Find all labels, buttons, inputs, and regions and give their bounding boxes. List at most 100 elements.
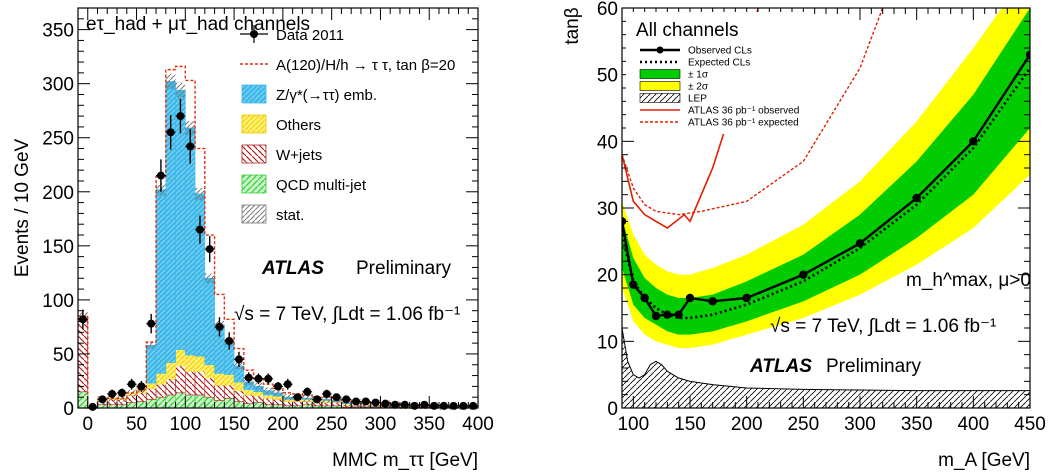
data-point — [332, 393, 341, 402]
y-tick-label: 40 — [597, 132, 618, 153]
data-point — [449, 401, 458, 410]
left-atlas-label: ATLAS — [261, 258, 324, 279]
bar-w-jets — [136, 392, 147, 402]
legend-swatch — [241, 174, 267, 194]
data-point — [88, 402, 97, 411]
data-point — [313, 395, 322, 404]
observed-cls-point — [799, 270, 808, 279]
left-atlas-status: Preliminary — [356, 258, 452, 279]
data-point — [391, 400, 400, 409]
data-point — [303, 387, 312, 396]
data-point — [420, 400, 429, 409]
right-x-axis-label: m_A [GeV] — [938, 450, 1030, 471]
x-tick-label: 400 — [462, 414, 494, 435]
data-point — [322, 389, 331, 398]
observed-cls-point — [742, 293, 751, 303]
bar-w-jets — [214, 384, 225, 401]
bar-others — [155, 373, 167, 385]
right-y-axis-label: tanβ — [562, 7, 583, 44]
legend-label: stat. — [276, 207, 304, 224]
right-scenario-label: m_h^max, μ>0 — [906, 270, 1031, 291]
data-point — [274, 382, 282, 391]
bar-w-jets — [282, 401, 293, 407]
y-tick-label: 0 — [63, 399, 74, 420]
bar-qcd-multi-jet — [77, 391, 89, 409]
y-tick-label: 100 — [42, 291, 74, 312]
bar-others — [224, 374, 235, 386]
legend-swatch — [241, 114, 267, 134]
x-tick-label: 300 — [844, 414, 876, 435]
observed-cls-point — [674, 310, 683, 319]
bar-qcd-multi-jet — [243, 403, 254, 409]
data-point — [244, 373, 253, 382]
legend-label: Z/γ*(→ττ) emb. — [276, 87, 377, 104]
bar-w-jets — [233, 390, 245, 402]
legend-band-swatch — [639, 69, 681, 79]
legend-data-symbol — [250, 30, 258, 38]
data-point — [400, 400, 409, 409]
stat-uncertainty-band — [195, 187, 205, 201]
legend-band-swatch — [639, 81, 681, 91]
bar-others — [214, 373, 225, 386]
stat-uncertainty-band — [185, 121, 196, 135]
y-tick-label: 50 — [53, 345, 74, 366]
legend-label: A(120)/H/h → τ τ, tan β=20 — [276, 57, 455, 74]
right-atlas-status: Preliminary — [826, 356, 922, 377]
data-point — [78, 315, 87, 324]
y-tick-label: 10 — [597, 332, 618, 353]
atlas-36pb-expected-line — [622, 8, 884, 216]
data-point — [108, 389, 117, 398]
bar-qcd-multi-jet — [165, 394, 176, 409]
bar-z-emb — [145, 344, 157, 384]
data-point — [254, 374, 263, 383]
left-plot-frame — [77, 7, 479, 409]
bar-others — [204, 364, 215, 379]
observed-cls-point — [912, 193, 921, 203]
bar-others — [233, 381, 245, 392]
legend-swatch — [241, 84, 267, 104]
y-tick-label: 20 — [597, 266, 618, 287]
data-point — [127, 380, 136, 389]
data-point — [166, 128, 175, 137]
legend-lep-swatch — [639, 93, 681, 103]
legend-label: Observed CLs — [688, 46, 752, 57]
data-point — [293, 393, 302, 402]
stat-uncertainty-band — [146, 342, 157, 349]
bar-z-emb — [204, 277, 215, 366]
left-y-axis-label: Events / 10 GeV — [12, 138, 33, 277]
x-tick-label: 100 — [617, 414, 649, 435]
observed-cls-point — [708, 297, 717, 306]
band-1-sigma — [622, 8, 1030, 335]
data-point — [410, 401, 419, 410]
y-tick-label: 250 — [42, 129, 74, 150]
right-legend-title: All channels — [636, 20, 738, 41]
bar-w-jets — [165, 378, 176, 396]
right-chart: 100 150 200 250 300 350 400 450 0 10 20 30 40 50 60 ta… — [562, 0, 1046, 471]
bar-others — [272, 395, 284, 400]
bar-w-jets — [194, 370, 206, 396]
data-point — [439, 401, 448, 410]
legend-label: ATLAS 36 pb⁻¹ observed — [688, 106, 799, 117]
bar-w-jets — [292, 401, 303, 407]
bar-others — [243, 389, 254, 396]
observed-cls-point — [969, 137, 978, 146]
legend-swatch — [241, 204, 267, 224]
left-lumi-label: √s = 7 TeV, ∫Ldt = 1.06 fb⁻¹ — [234, 304, 460, 325]
lep-excluded-region — [622, 327, 1030, 408]
bar-w-jets — [243, 394, 254, 404]
observed-cls-point — [663, 310, 672, 319]
right-lumi-label: √s = 7 TeV, ∫Ldt = 1.06 fb⁻¹ — [770, 316, 996, 337]
x-tick-label: 350 — [413, 414, 445, 435]
x-tick-label: 150 — [674, 414, 706, 435]
x-tick-label: 250 — [316, 414, 348, 435]
x-tick-label: 200 — [731, 414, 763, 435]
bar-qcd-multi-jet — [224, 397, 235, 409]
observed-cls-point — [685, 293, 695, 303]
legend-label: ± 2σ — [688, 82, 709, 93]
left-plot-marks — [77, 65, 479, 411]
data-point — [283, 380, 292, 389]
bar-qcd-multi-jet — [136, 401, 147, 409]
left-axis-ticks: 0 50 100 150 200 250 300 350 400 0 50 100 150 200 250 3… — [42, 8, 494, 435]
data-point — [147, 319, 156, 328]
